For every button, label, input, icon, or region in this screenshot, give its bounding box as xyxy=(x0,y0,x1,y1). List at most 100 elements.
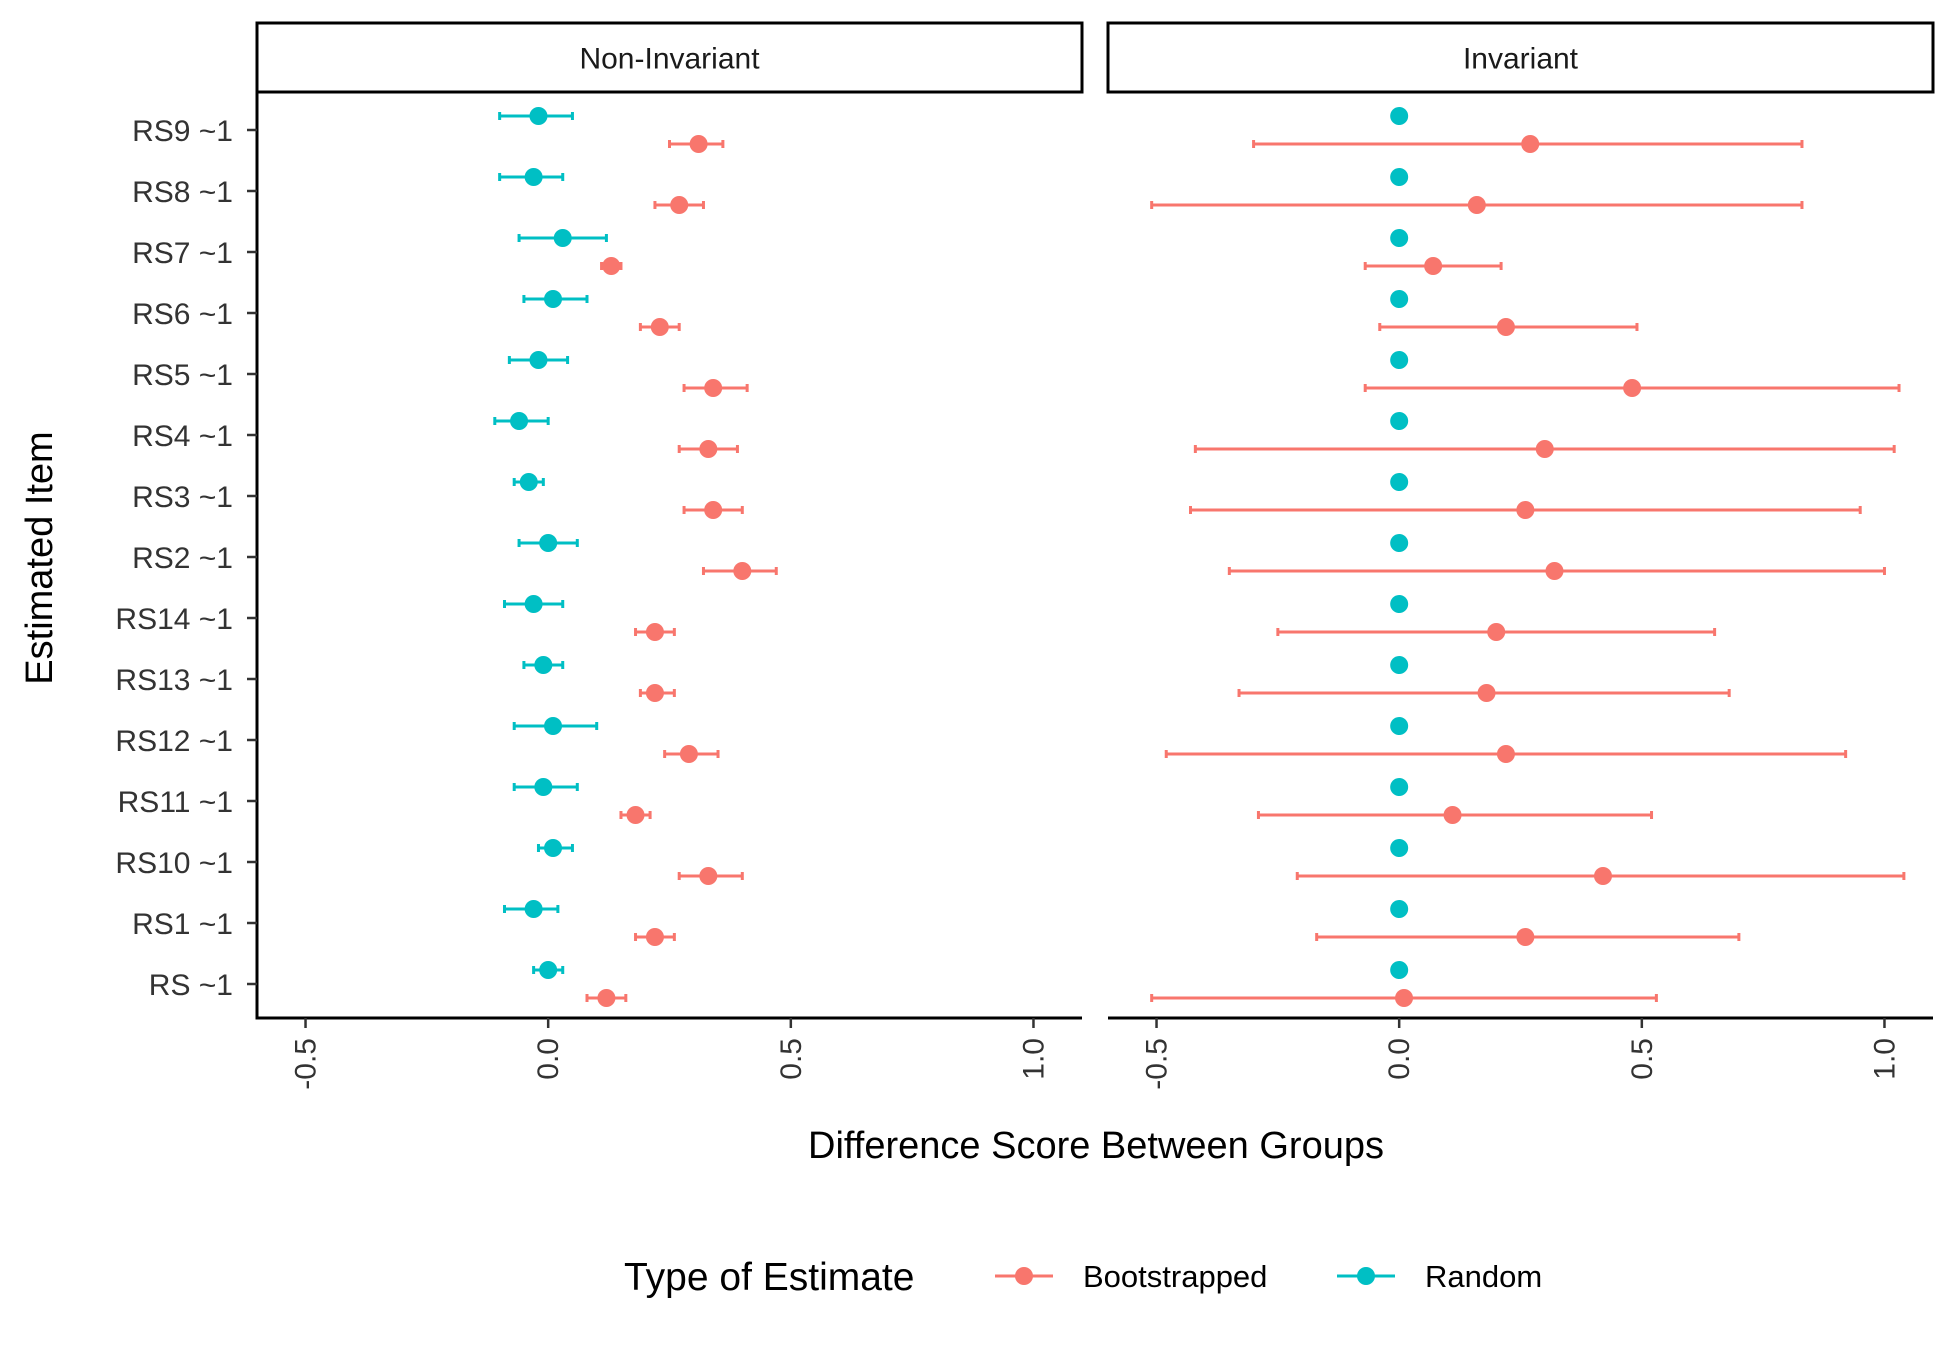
data-point-bootstrapped xyxy=(663,745,720,763)
point-marker xyxy=(699,867,718,885)
point-marker xyxy=(529,351,548,369)
y-tick-label: RS3 ~1 xyxy=(132,481,233,514)
data-point-bootstrapped xyxy=(1276,623,1717,641)
data-point-bootstrapped xyxy=(653,196,705,214)
data-point-random xyxy=(1390,656,1409,674)
facet-panel-0: Non-Invariant -0.5 0.0 0.5 1.0 xyxy=(255,21,1084,1090)
data-point-random xyxy=(1390,351,1409,369)
point-marker xyxy=(597,989,616,1007)
data-point-random xyxy=(507,351,570,369)
series-bootstrapped xyxy=(1150,135,1906,1007)
data-point-bootstrapped xyxy=(634,928,676,946)
data-point-bootstrapped xyxy=(1315,928,1741,946)
point-marker xyxy=(1390,839,1409,857)
point-marker xyxy=(689,135,708,153)
point-marker xyxy=(1516,501,1535,519)
y-tick-label: RS4 ~1 xyxy=(132,420,233,453)
point-marker xyxy=(645,928,664,946)
data-point-random xyxy=(1390,839,1409,857)
x-tick-label: 0.5 xyxy=(1626,1038,1659,1080)
point-marker xyxy=(733,562,752,580)
point-marker xyxy=(1390,473,1409,491)
point-marker xyxy=(704,501,723,519)
y-tick-label: RS14 ~1 xyxy=(115,603,233,636)
point-marker xyxy=(1390,717,1409,735)
point-marker xyxy=(1623,379,1642,397)
point-marker xyxy=(1390,778,1409,796)
data-point-random xyxy=(1390,961,1409,979)
data-point-bootstrapped xyxy=(1363,379,1901,397)
data-point-random xyxy=(1390,717,1409,735)
legend: Type of Estimate Bootstrapped Random xyxy=(624,1256,1542,1299)
point-marker xyxy=(1390,107,1409,125)
data-point-random xyxy=(522,290,589,308)
facet-panel-1: Invariant -0.5 0.0 0.5 1.0 xyxy=(1106,21,1935,1090)
point-marker xyxy=(1496,745,1515,763)
y-axis-title: Estimated Item xyxy=(19,431,61,684)
point-marker xyxy=(1390,900,1409,918)
data-point-random xyxy=(512,717,599,735)
data-point-random xyxy=(512,473,545,491)
data-point-random xyxy=(1390,412,1409,430)
series-random xyxy=(493,107,608,979)
data-point-bootstrapped xyxy=(1227,562,1886,580)
data-point-bootstrapped xyxy=(638,318,681,336)
data-point-bootstrapped xyxy=(1164,745,1848,763)
legend-label: Bootstrapped xyxy=(1083,1259,1267,1294)
point-marker xyxy=(544,290,563,308)
point-marker xyxy=(1395,989,1414,1007)
point-marker xyxy=(539,534,558,552)
point-marker xyxy=(1390,290,1409,308)
data-point-bootstrapped xyxy=(682,501,744,519)
point-marker xyxy=(645,684,664,702)
data-point-random xyxy=(522,656,565,674)
y-tick-label: RS2 ~1 xyxy=(132,542,233,575)
point-marker xyxy=(1545,562,1564,580)
point-marker xyxy=(553,229,572,247)
point-marker xyxy=(519,473,538,491)
data-point-bootstrapped xyxy=(682,379,749,397)
x-tick-label: 0.0 xyxy=(1383,1038,1416,1080)
data-point-random xyxy=(1390,473,1409,491)
data-point-bootstrapped xyxy=(600,257,623,275)
data-point-random xyxy=(1390,595,1409,613)
data-point-bootstrapped xyxy=(1378,318,1639,336)
y-tick-label: RS12 ~1 xyxy=(115,725,233,758)
data-point-bootstrapped xyxy=(1252,135,1804,153)
x-tick-label: 0.0 xyxy=(532,1038,565,1080)
point-marker xyxy=(1535,440,1554,458)
facet-panels: Non-Invariant -0.5 0.0 0.5 1.0 Invariant -0.5 0… xyxy=(255,21,1935,1090)
point-marker xyxy=(626,806,645,824)
legend-entry-bootstrapped: Bootstrapped xyxy=(995,1259,1267,1294)
y-tick-label: RS8 ~1 xyxy=(132,176,233,209)
data-point-random xyxy=(1390,900,1409,918)
y-tick-label: RS1 ~1 xyxy=(132,908,233,941)
data-point-random xyxy=(517,534,579,552)
point-marker xyxy=(670,196,689,214)
x-tick-label: -0.5 xyxy=(1141,1038,1174,1090)
facet-strip xyxy=(1106,21,1935,94)
data-point-random xyxy=(517,229,608,247)
point-marker xyxy=(650,318,669,336)
point-marker xyxy=(602,257,621,275)
point-marker xyxy=(1390,168,1409,186)
point-marker xyxy=(1390,656,1409,674)
data-point-bootstrapped xyxy=(1295,867,1906,885)
legend-key-point xyxy=(1357,1267,1375,1285)
data-point-bootstrapped xyxy=(1193,440,1896,458)
data-point-bootstrapped xyxy=(585,989,628,1007)
point-marker xyxy=(1390,351,1409,369)
point-marker xyxy=(1516,928,1535,946)
point-marker xyxy=(544,717,563,735)
point-marker xyxy=(534,656,553,674)
data-point-random xyxy=(503,900,560,918)
legend-label: Random xyxy=(1425,1259,1542,1294)
data-point-bootstrapped xyxy=(1150,196,1804,214)
data-point-bootstrapped xyxy=(1256,806,1654,824)
y-tick-label: RS13 ~1 xyxy=(115,664,233,697)
y-tick-label: RS10 ~1 xyxy=(115,847,233,880)
facet-strip-label: Invariant xyxy=(1463,43,1579,76)
facet-strip-label: Non-Invariant xyxy=(579,43,760,76)
data-point-random xyxy=(503,595,565,613)
point-marker xyxy=(524,168,543,186)
